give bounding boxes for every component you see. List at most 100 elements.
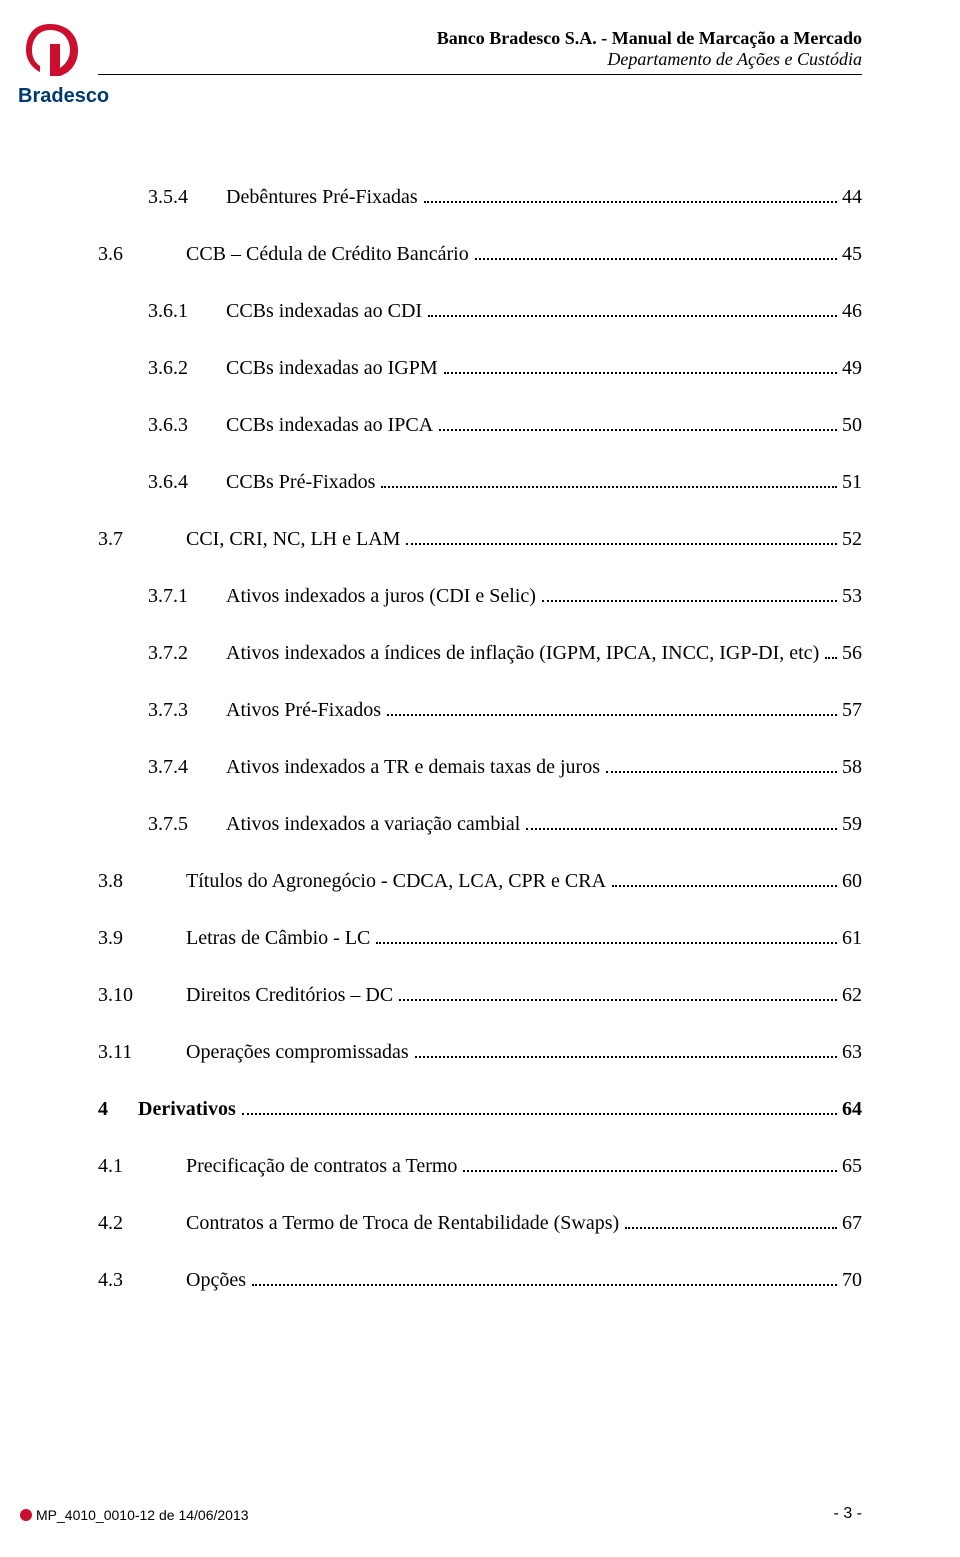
toc-page: 45 — [839, 242, 862, 267]
toc-leader — [424, 185, 837, 203]
toc-number: 4.1 — [98, 1154, 186, 1179]
toc-leader — [428, 299, 837, 317]
toc-title: Ativos indexados a TR e demais taxas de … — [226, 755, 604, 780]
toc-row: 4Derivativos 64 — [98, 1097, 862, 1122]
toc-row: 3.6.1CCBs indexadas ao CDI 46 — [98, 299, 862, 324]
toc-number: 3.5.4 — [148, 185, 226, 210]
toc-title: Ativos indexados a índices de inflação (… — [226, 641, 823, 666]
toc-row: 3.7.3Ativos Pré-Fixados57 — [98, 698, 862, 723]
toc-leader — [625, 1211, 837, 1229]
toc-number: 3.6.4 — [148, 470, 226, 495]
toc-page: 57 — [839, 698, 862, 723]
header-subtitle: Departamento de Ações e Custódia — [98, 49, 862, 70]
toc-title: CCI, CRI, NC, LH e LAM — [186, 527, 404, 552]
toc-page: 52 — [839, 527, 862, 552]
toc-page: 44 — [839, 185, 862, 210]
toc-leader — [606, 755, 837, 773]
toc-page: 59 — [839, 812, 862, 837]
footer-left: MP_4010_0010-12 de 14/06/2013 — [20, 1507, 249, 1523]
toc-number: 3.7.3 — [148, 698, 226, 723]
toc-number: 3.7.4 — [148, 755, 226, 780]
toc-row: 3.8Títulos do Agronegócio - CDCA, LCA, C… — [98, 869, 862, 894]
toc-page: 64 — [839, 1097, 862, 1122]
toc-page: 67 — [839, 1211, 862, 1236]
toc-title: CCBs indexadas ao IGPM — [226, 356, 442, 381]
toc-row: 3.10Direitos Creditórios – DC 62 — [98, 983, 862, 1008]
doc-reference: MP_4010_0010-12 de 14/06/2013 — [36, 1507, 249, 1523]
toc-page: 46 — [839, 299, 862, 324]
toc-leader — [526, 812, 837, 830]
toc-row: 3.6.4CCBs Pré-Fixados51 — [98, 470, 862, 495]
toc-number: 3.6.1 — [148, 299, 226, 324]
toc-leader — [439, 413, 837, 431]
toc-row: 3.5.4Debêntures Pré-Fixadas 44 — [98, 185, 862, 210]
toc-title: CCBs indexadas ao IPCA — [226, 413, 437, 438]
document-header: Banco Bradesco S.A. - Manual de Marcação… — [98, 28, 862, 70]
toc-leader — [406, 527, 837, 545]
toc-number: 3.7 — [98, 527, 186, 552]
brand-logo: Bradesco — [14, 20, 110, 108]
toc-number: 4 — [98, 1097, 138, 1122]
toc-leader — [381, 470, 837, 488]
toc-row: 3.7.1Ativos indexados a juros (CDI e Sel… — [98, 584, 862, 609]
toc-row: 4.3Opções 70 — [98, 1268, 862, 1293]
toc-page: 61 — [839, 926, 862, 951]
toc-title: Direitos Creditórios – DC — [186, 983, 397, 1008]
toc-number: 3.6 — [98, 242, 186, 267]
header-divider — [98, 74, 862, 75]
toc-row: 3.7.5Ativos indexados a variação cambial… — [98, 812, 862, 837]
toc-leader — [387, 698, 837, 716]
toc-page: 63 — [839, 1040, 862, 1065]
toc-title: Operações compromissadas — [186, 1040, 413, 1065]
toc-title: Ativos indexados a variação cambial — [226, 812, 524, 837]
toc-row: 3.7.2Ativos indexados a índices de infla… — [98, 641, 862, 666]
toc-title: Ativos indexados a juros (CDI e Selic) — [226, 584, 540, 609]
toc-page: 62 — [839, 983, 862, 1008]
toc-title: Opções — [186, 1268, 250, 1293]
toc-leader — [825, 641, 837, 659]
toc-title: Derivativos — [138, 1097, 240, 1122]
toc-row: 3.6CCB – Cédula de Crédito Bancário 45 — [98, 242, 862, 267]
toc-title: CCB – Cédula de Crédito Bancário — [186, 242, 473, 267]
toc-title: Títulos do Agronegócio - CDCA, LCA, CPR … — [186, 869, 610, 894]
bullet-icon — [20, 1509, 32, 1521]
toc-number: 3.7.1 — [148, 584, 226, 609]
toc-page: 60 — [839, 869, 862, 894]
toc-row: 4.2Contratos a Termo de Troca de Rentabi… — [98, 1211, 862, 1236]
toc-number: 3.8 — [98, 869, 186, 894]
table-of-contents: 3.5.4Debêntures Pré-Fixadas 44 3.6CCB – Cé… — [98, 185, 862, 1293]
toc-leader — [399, 983, 837, 1001]
toc-page: 70 — [839, 1268, 862, 1293]
toc-leader — [415, 1040, 837, 1058]
toc-row: 3.7.4Ativos indexados a TR e demais taxa… — [98, 755, 862, 780]
toc-title: Precificação de contratos a Termo — [186, 1154, 461, 1179]
toc-title: CCBs Pré-Fixados — [226, 470, 379, 495]
toc-page: 49 — [839, 356, 862, 381]
toc-page: 58 — [839, 755, 862, 780]
toc-number: 3.6.3 — [148, 413, 226, 438]
toc-row: 3.11Operações compromissadas63 — [98, 1040, 862, 1065]
toc-title: Contratos a Termo de Troca de Rentabilid… — [186, 1211, 623, 1236]
toc-row: 3.6.2CCBs indexadas ao IGPM49 — [98, 356, 862, 381]
toc-number: 4.2 — [98, 1211, 186, 1236]
brand-text: Bradesco — [18, 85, 109, 107]
toc-title: Debêntures Pré-Fixadas — [226, 185, 422, 210]
toc-row: 3.7CCI, CRI, NC, LH e LAM 52 — [98, 527, 862, 552]
toc-page: 53 — [839, 584, 862, 609]
toc-number: 3.10 — [98, 983, 186, 1008]
toc-page: 50 — [839, 413, 862, 438]
header-title: Banco Bradesco S.A. - Manual de Marcação… — [98, 28, 862, 49]
toc-number: 3.9 — [98, 926, 186, 951]
toc-leader — [612, 869, 837, 887]
toc-title: Letras de Câmbio - LC — [186, 926, 374, 951]
toc-number: 4.3 — [98, 1268, 186, 1293]
toc-number: 3.7.2 — [148, 641, 226, 666]
toc-number: 3.7.5 — [148, 812, 226, 837]
toc-leader — [475, 242, 837, 260]
toc-row: 4.1Precificação de contratos a Termo 65 — [98, 1154, 862, 1179]
toc-page: 56 — [839, 641, 862, 666]
toc-leader — [444, 356, 837, 374]
toc-leader — [242, 1097, 837, 1115]
toc-title: CCBs indexadas ao CDI — [226, 299, 426, 324]
toc-page: 65 — [839, 1154, 862, 1179]
